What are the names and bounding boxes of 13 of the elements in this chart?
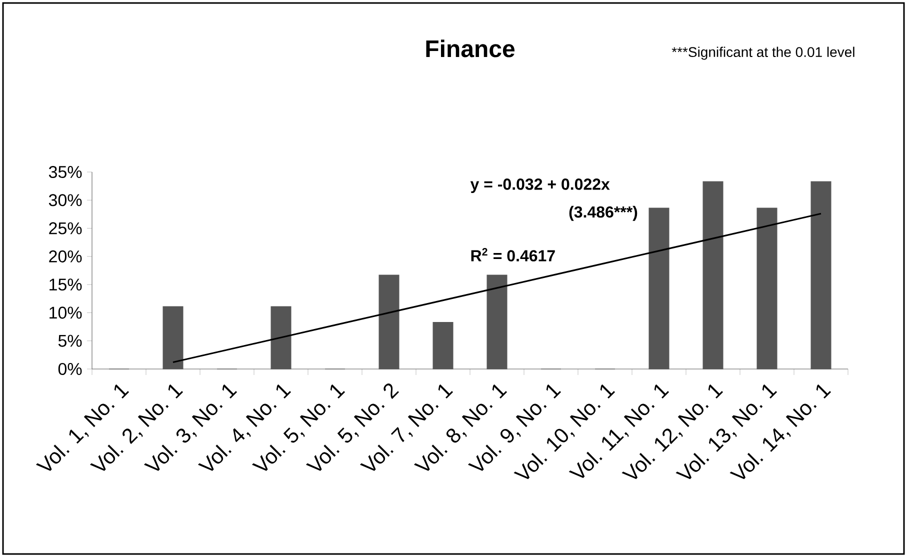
y-tick-label: 25%	[49, 222, 82, 234]
annotation: R$^{2}$ = 0.4617	[471, 248, 555, 262]
annotation: y = -0.032 + 0.022x	[470, 178, 610, 194]
annotation: (3.486***)	[569, 206, 638, 221]
y-tick-label: 20%	[49, 250, 82, 262]
y-tick-label: 35%	[48, 166, 82, 178]
chart-title: Finance	[426, 40, 515, 58]
y-tick-label: 0%	[58, 362, 82, 376]
y-tick-label: 30%	[48, 194, 82, 206]
y-tick-label: 15%	[50, 278, 82, 291]
text: ***Significant at the 0.01 level	[672, 46, 854, 60]
y-tick-label: 5%	[58, 334, 82, 347]
y-tick-label: 10%	[50, 306, 82, 319]
